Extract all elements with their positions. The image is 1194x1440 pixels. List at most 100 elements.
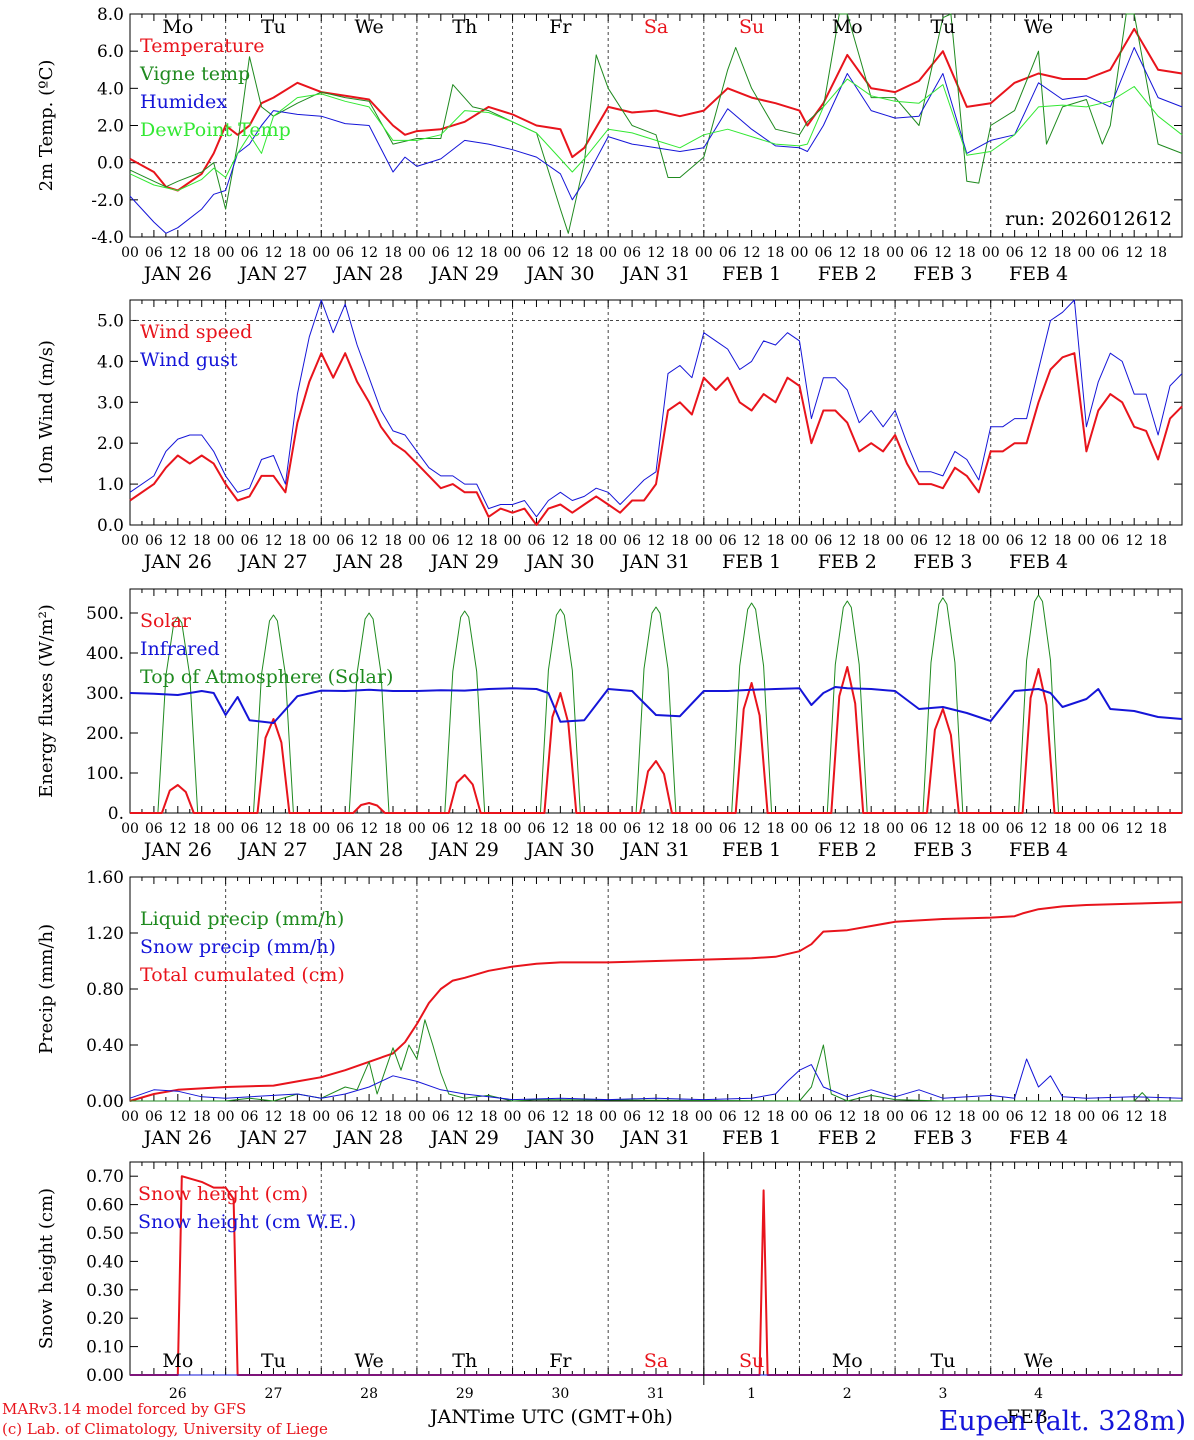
hour-tick-label: 12 [1125, 1109, 1143, 1125]
hour-tick-label: 06 [241, 533, 259, 549]
hour-tick-label: 18 [767, 821, 785, 837]
y-tick-label: 2.0 [97, 434, 124, 454]
hour-tick-label: 12 [647, 821, 665, 837]
legend-entry: Wind speed [140, 321, 252, 343]
hour-tick-label: 12 [265, 1109, 283, 1125]
hour-tick-label: 12 [838, 533, 856, 549]
panel-temperature: -4.0 -2.0 0.0 2.0 4.0 6.0 8.0 2m Temp. (ºC) Temp… [36, 5, 1183, 285]
hour-tick-label: 06 [910, 245, 928, 261]
hour-tick-label: 00 [312, 533, 330, 549]
hour-tick-label: 06 [432, 1109, 450, 1125]
y-tick-label: 1.0 [97, 475, 124, 495]
hour-tick-label: 00 [695, 245, 713, 261]
hour-tick-label: 12 [456, 821, 474, 837]
run-label: run: 2026012612 [1005, 208, 1172, 230]
x-axis-label: Time UTC (GMT+0h) [467, 1406, 673, 1428]
y-tick-label: 300. [86, 684, 124, 704]
y-tick-label: 0.40 [86, 1252, 124, 1272]
hour-tick-label: 06 [336, 533, 354, 549]
y-tick-label: 0.60 [86, 1196, 124, 1216]
panel-snow: 0.00 0.10 0.20 0.30 0.40 0.50 0.60 0.70 Snow hei… [36, 1152, 1183, 1428]
hour-tick-label: 12 [647, 1109, 665, 1125]
date-label: FEB 1 [722, 839, 781, 861]
hour-tick-label: 00 [791, 533, 809, 549]
day-number-label: 1 [747, 1386, 756, 1402]
day-name-label: Mo [162, 16, 193, 38]
date-label: FEB 1 [722, 1127, 781, 1149]
y-tick-label: 0.20 [86, 1309, 124, 1329]
date-label: JAN 29 [429, 551, 499, 573]
day-number-label: 28 [360, 1386, 378, 1402]
day-name-label: We [354, 16, 383, 38]
series-line-infrared [129, 686, 1183, 724]
hour-tick-label: 06 [1101, 245, 1119, 261]
legend-entry: Snow height (cm W.E.) [138, 1211, 356, 1233]
hour-tick-label: 06 [528, 821, 546, 837]
series-line-total-cumulated-cm- [129, 901, 1183, 1102]
y-tick-label: 4.0 [97, 352, 124, 372]
hour-tick-label: 06 [241, 1109, 259, 1125]
hour-tick-label: 18 [575, 245, 593, 261]
hour-tick-label: 12 [838, 245, 856, 261]
hour-tick-label: 18 [767, 533, 785, 549]
hour-tick-label: 06 [336, 821, 354, 837]
hour-tick-label: 12 [934, 1109, 952, 1125]
legend-entry: Infrared [140, 638, 220, 660]
series-line-wind-speed [129, 352, 1183, 526]
date-label: JAN 29 [429, 263, 499, 285]
hour-tick-label: 12 [360, 1109, 378, 1125]
date-label: FEB 1 [722, 263, 781, 285]
hour-tick-label: 06 [719, 533, 737, 549]
legend-entry: Vigne temp [139, 63, 250, 85]
hour-tick-label: 00 [982, 245, 1000, 261]
hour-tick-label: 12 [456, 245, 474, 261]
hour-tick-label: 06 [814, 245, 832, 261]
day-number-label: 26 [169, 1386, 187, 1402]
hour-tick-label: 12 [838, 1109, 856, 1125]
legend-entry: Wind gust [140, 349, 238, 371]
day-name-label: Sa [644, 16, 668, 38]
hour-tick-label: 00 [121, 245, 139, 261]
hour-tick-label: 18 [1054, 821, 1072, 837]
y-tick-label: 1.20 [86, 924, 124, 944]
y-tick-label: 0.00 [86, 1366, 124, 1386]
y-tick-label: 2.0 [97, 117, 124, 137]
hour-tick-label: 18 [862, 245, 880, 261]
date-label: JAN 26 [142, 551, 212, 573]
hour-tick-label: 06 [336, 1109, 354, 1125]
series-line-humidex [129, 47, 1183, 234]
hour-tick-label: 12 [647, 533, 665, 549]
hour-tick-label: 18 [288, 533, 306, 549]
hour-tick-label: 00 [599, 533, 617, 549]
hour-tick-label: 00 [1077, 533, 1095, 549]
date-label: FEB 3 [913, 839, 972, 861]
hour-tick-label: 12 [169, 1109, 187, 1125]
hour-tick-label: 12 [360, 245, 378, 261]
hour-tick-label: 00 [312, 821, 330, 837]
hour-tick-label: 12 [1125, 245, 1143, 261]
hour-tick-label: 12 [360, 533, 378, 549]
hour-tick-label: 00 [695, 1109, 713, 1125]
hour-tick-label: 12 [551, 1109, 569, 1125]
y-tick-label: 0.50 [86, 1224, 124, 1244]
hour-tick-label: 00 [312, 1109, 330, 1125]
hour-tick-label: 06 [910, 533, 928, 549]
y-tick-label: -2.0 [91, 191, 124, 211]
hour-tick-label: 12 [934, 533, 952, 549]
hour-tick-label: 00 [504, 821, 522, 837]
hour-tick-label: 18 [862, 1109, 880, 1125]
hour-tick-label: 12 [934, 821, 952, 837]
hour-tick-label: 06 [910, 1109, 928, 1125]
hour-tick-label: 18 [193, 1109, 211, 1125]
hour-tick-label: 06 [623, 245, 641, 261]
hour-tick-label: 00 [408, 1109, 426, 1125]
series-line-temperature [129, 27, 1183, 192]
hour-tick-label: 18 [958, 1109, 976, 1125]
hour-tick-label: 18 [958, 245, 976, 261]
y-tick-label: 400. [86, 644, 124, 664]
panel-energy: 0. 100. 200. 300. 400. 500. Energy fluxes (W/m… [36, 588, 1183, 861]
hour-tick-label: 06 [1101, 1109, 1119, 1125]
hour-tick-label: 06 [432, 533, 450, 549]
hour-tick-label: 18 [480, 821, 498, 837]
date-label: JAN 30 [524, 839, 594, 861]
